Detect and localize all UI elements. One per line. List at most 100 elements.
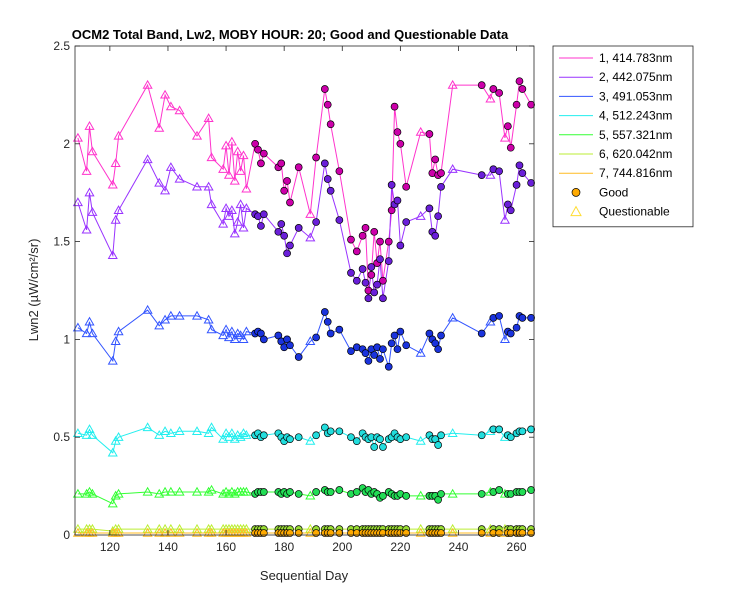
data-point-questionable [165,527,176,537]
legend-label: 6, 620.042nm [599,147,672,161]
data-point-questionable [221,324,232,334]
data-point-questionable [191,310,203,320]
data-point-good [518,314,527,322]
data-point-good [259,431,268,440]
data-point-good [387,339,396,348]
data-point-good [335,216,344,224]
data-point-good [477,490,486,498]
data-point-questionable [107,250,118,259]
data-point-questionable [221,203,232,212]
data-point-good [358,265,367,273]
data-point-good [393,128,402,136]
data-point-questionable [226,136,237,146]
data-point-good [326,329,335,338]
data-point-good [352,488,361,496]
data-point-good [320,308,329,316]
data-point-questionable [113,205,124,214]
data-point-questionable [107,498,118,508]
data-point-good [323,100,332,109]
data-point-good [437,169,445,177]
data-point-questionable [206,422,217,432]
data-point-questionable [229,175,240,185]
legend-label: 1, 414.783nm [599,51,672,65]
data-point-good [370,443,379,451]
data-point-questionable [206,199,217,209]
data-point-questionable [113,523,124,533]
data-point-questionable [415,523,426,533]
data-point-questionable [174,105,185,115]
data-point-good [361,349,370,357]
data-point-good [294,433,303,442]
data-point-good [286,488,294,496]
data-point-questionable [229,228,240,238]
data-point-good [379,294,387,303]
data-point-questionable [110,336,121,346]
data-point-questionable [174,173,185,183]
data-point-good [384,257,393,266]
data-point-questionable [174,426,185,435]
data-point-good [347,235,355,244]
data-point-good [431,155,440,164]
y-axis-label: Lwn2 (µW/cm²/sr) [26,239,41,342]
data-point-questionable [165,162,176,171]
data-point-questionable [72,428,83,437]
data-point-questionable [84,187,95,197]
data-point-questionable [305,336,316,346]
data-point-good [358,231,367,240]
data-point-questionable [415,347,426,357]
data-point-good [312,153,320,162]
data-point-questionable [447,164,458,173]
legend-marker-good [571,188,581,197]
data-point-good [434,345,442,354]
data-point-good [477,529,486,537]
legend-label: Good [599,185,628,199]
data-point-good [323,317,332,326]
data-point-good [518,488,527,496]
data-point-good [326,186,335,195]
data-point-good [373,280,381,289]
data-point-questionable [107,355,118,365]
data-point-good [495,425,503,434]
data-point-questionable [165,486,176,496]
legend-label: 5, 557.321nm [599,128,672,142]
data-point-questionable [81,328,92,338]
data-point-questionable [174,527,185,537]
legend-label: Questionable [599,205,670,219]
data-point-good [320,85,329,93]
data-point-good [434,212,442,221]
data-point-questionable [142,527,153,537]
x-tick-label: 160 [216,540,236,554]
data-point-questionable [226,428,237,437]
data-point-good [504,122,512,131]
data-point-good [286,341,294,350]
data-point-good [527,529,535,537]
data-point-questionable [165,428,176,437]
legend-marker-questionable [570,205,582,217]
x-tick-label: 260 [507,540,527,554]
data-point-questionable [191,523,203,533]
data-point-good [347,347,355,355]
data-point-questionable [447,523,458,533]
data-point-good [294,353,303,361]
data-point-good [376,435,384,444]
data-point-questionable [142,304,153,314]
data-point-good [402,529,411,537]
data-point-good [312,431,320,440]
data-point-good [367,263,376,271]
data-point-questionable [305,232,316,242]
y-tick-label: 0.5 [53,430,70,444]
data-point-questionable [154,527,165,537]
data-point-good [379,345,387,354]
data-point-questionable [223,169,235,179]
data-point-questionable [191,527,203,537]
data-point-questionable [154,523,165,533]
data-point-questionable [206,523,217,533]
data-point-questionable [72,527,83,537]
axes-box [74,45,535,536]
data-point-good [512,181,521,189]
data-point-questionable [499,214,511,224]
y-tick-label: 2 [63,137,70,151]
y-tick-label: 1 [63,332,70,346]
data-point-good [390,102,399,111]
data-point-good [515,77,524,86]
